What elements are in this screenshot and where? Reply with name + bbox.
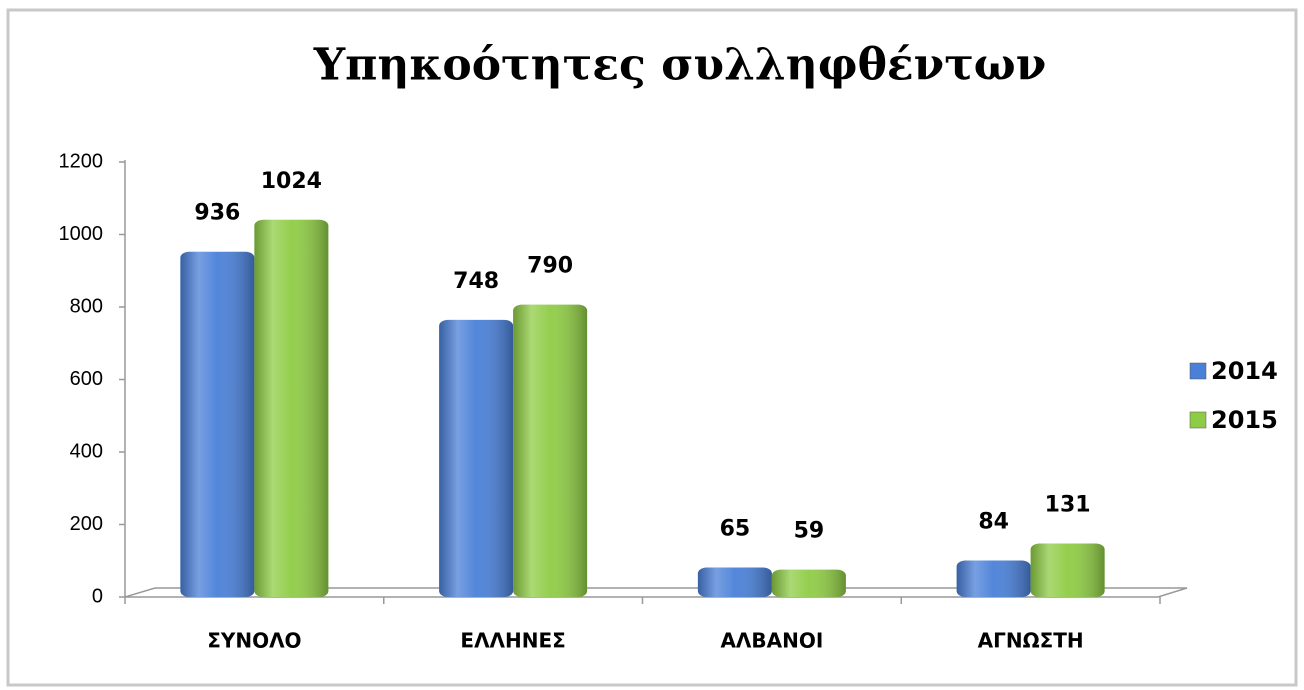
y-tick-label: 600 [70, 368, 103, 390]
value-label: 790 [527, 254, 573, 279]
chart-title: Υπηκοότητες συλληφθέντων [313, 40, 1046, 91]
bar [956, 560, 1031, 597]
value-label: 936 [194, 201, 240, 226]
bar [771, 569, 846, 597]
value-label: 1024 [261, 169, 322, 194]
bar [439, 319, 514, 597]
y-tick-label: 1200 [59, 150, 104, 172]
x-tick-label: ΑΓΝΩΣΤΗ [978, 629, 1084, 653]
bar [180, 251, 255, 597]
x-tick-label: ΕΛΛΗΝΕΣ [460, 629, 565, 653]
bar [513, 304, 588, 597]
value-label: 65 [720, 516, 751, 541]
legend-swatch [1189, 362, 1207, 380]
y-tick-label: 400 [70, 440, 103, 462]
x-tick-label: ΣΥΝΟΛΟ [207, 629, 301, 653]
y-tick-label: 1000 [59, 223, 104, 245]
legend-label: 2015 [1211, 406, 1278, 434]
y-tick-label: 0 [92, 585, 103, 607]
bar [254, 219, 329, 598]
bar [1030, 543, 1105, 597]
y-tick-label: 800 [70, 295, 103, 317]
value-label: 59 [794, 519, 825, 544]
x-tick-label: ΑΛΒΑΝΟΙ [720, 629, 823, 653]
bar [697, 567, 772, 597]
legend-swatch [1189, 411, 1207, 429]
y-tick-label: 200 [70, 513, 103, 535]
legend-label: 2014 [1211, 357, 1278, 385]
value-label: 84 [978, 510, 1009, 535]
value-label: 748 [453, 269, 499, 294]
value-label: 131 [1045, 493, 1091, 518]
